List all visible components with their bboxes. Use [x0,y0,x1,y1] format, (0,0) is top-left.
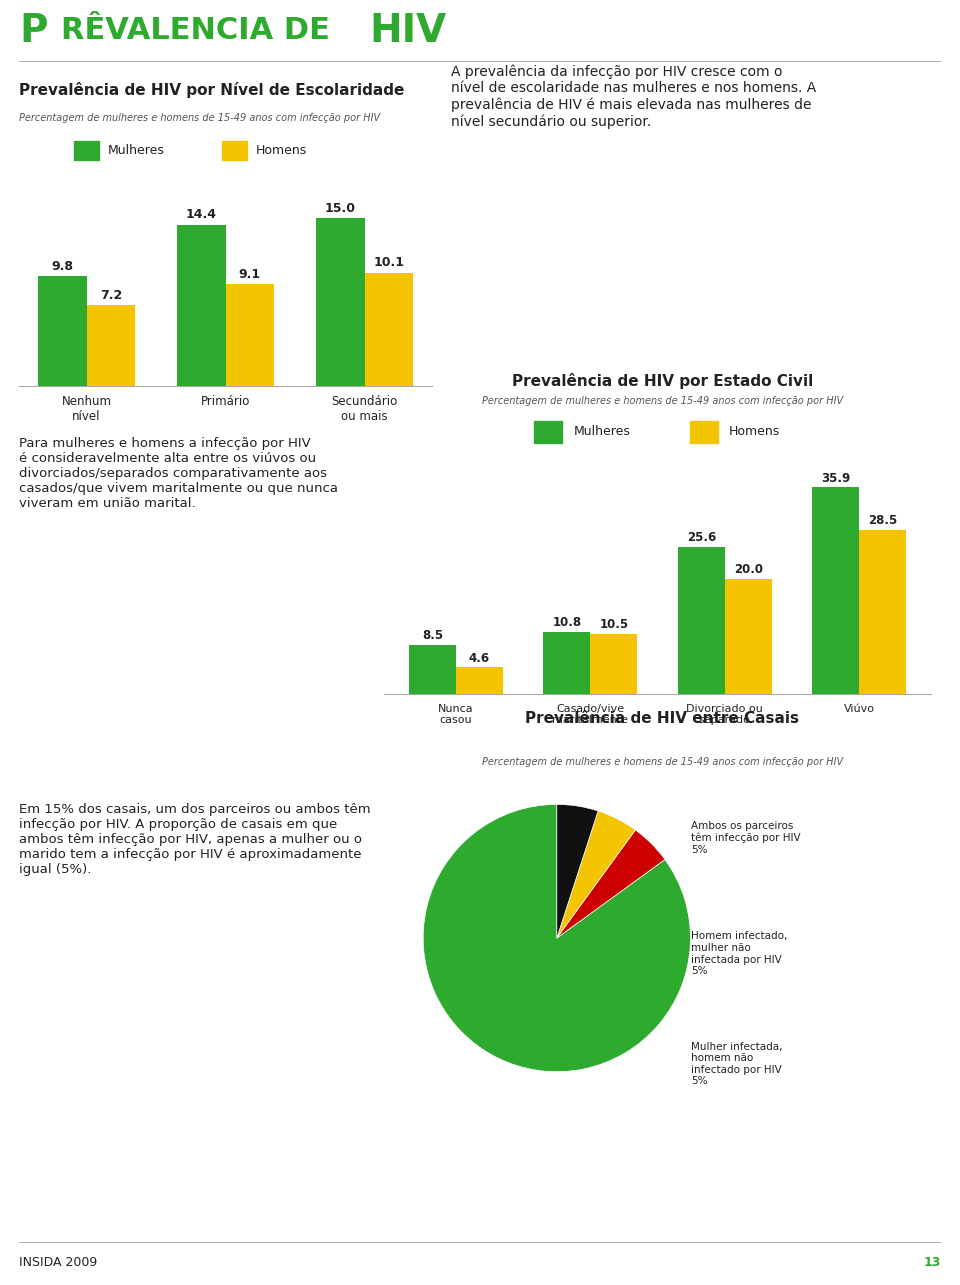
Text: 14.4: 14.4 [186,208,217,221]
Text: RÊVALENCIA DE: RÊVALENCIA DE [60,17,340,45]
Text: 25.6: 25.6 [686,531,716,544]
Bar [812,487,859,694]
Bar [74,140,100,159]
Text: Percentagem de mulheres e homens de 15-49 anos com infecção por HIV: Percentagem de mulheres e homens de 15-4… [482,757,843,767]
Text: 9.8: 9.8 [51,260,73,272]
Text: Homem infectado,
mulher não
infectada por HIV
5%: Homem infectado, mulher não infectada po… [691,932,787,977]
Text: 10.8: 10.8 [552,616,582,628]
Text: 10.1: 10.1 [373,257,404,270]
Text: INSIDA 2009: INSIDA 2009 [19,1255,98,1270]
Text: 4.6: 4.6 [468,651,490,664]
Bar [86,305,135,385]
Text: 28.5: 28.5 [868,514,898,527]
Wedge shape [557,804,598,938]
Text: 9.1: 9.1 [239,267,261,280]
Text: Percentagem de mulheres e homens de 15-49 anos com infecção por HIV: Percentagem de mulheres e homens de 15-4… [482,396,843,406]
Text: Ambos os parceiros
têm infecção por HIV
5%: Ambos os parceiros têm infecção por HIV … [691,821,801,855]
Text: P: P [19,12,48,50]
Text: Em 15% dos casais, um dos parceiros ou ambos têm
infecção por HIV. A proporção d: Em 15% dos casais, um dos parceiros ou a… [19,803,371,876]
Text: 20.0: 20.0 [733,563,763,576]
Bar [859,529,906,694]
Text: Mulher infectada,
homem não
infectado por HIV
5%: Mulher infectada, homem não infectado po… [691,1042,782,1086]
Bar [725,578,772,694]
Bar [409,645,456,694]
Text: 8.5: 8.5 [421,630,443,642]
Bar [535,421,563,442]
Text: Homens: Homens [730,425,780,438]
Text: 15.0: 15.0 [324,202,356,215]
Bar [456,667,503,694]
Bar [543,632,590,694]
Bar [590,634,637,694]
Bar [365,272,413,386]
Text: Prevalência de HIV entre Casais: Prevalência de HIV entre Casais [525,711,800,726]
Text: Ambos os parceiros sem
infecção por HIV
85%: Ambos os parceiros sem infecção por HIV … [318,1088,462,1122]
Text: Mulheres: Mulheres [108,144,165,157]
Text: 13: 13 [924,1255,941,1270]
Bar [316,218,365,386]
Text: HIV: HIV [370,12,446,50]
Text: 10.5: 10.5 [599,618,629,631]
Text: Mulheres: Mulheres [573,425,630,438]
Text: Prevalência de HIV por Nível de Escolaridade: Prevalência de HIV por Nível de Escolari… [19,82,404,98]
Text: Prevalência de HIV por Estado Civil: Prevalência de HIV por Estado Civil [512,373,813,388]
Text: 35.9: 35.9 [821,472,851,484]
Bar [177,225,226,386]
Bar [678,546,725,694]
Bar [38,276,86,386]
Text: A prevalência da infecção por HIV cresce com o
nível de escolaridade nas mulhere: A prevalência da infecção por HIV cresce… [451,64,816,128]
Text: Para mulheres e homens a infecção por HIV
é consideravelmente alta entre os viúv: Para mulheres e homens a infecção por HI… [19,437,338,510]
Wedge shape [423,804,690,1072]
Text: 7.2: 7.2 [100,289,122,302]
Bar [226,284,275,386]
Text: Percentagem de mulheres e homens de 15-49 anos com infecção por HIV: Percentagem de mulheres e homens de 15-4… [19,113,380,123]
Bar [690,421,718,442]
Text: Homens: Homens [255,144,307,157]
Bar [222,140,248,159]
Wedge shape [557,830,665,938]
Wedge shape [557,811,636,938]
